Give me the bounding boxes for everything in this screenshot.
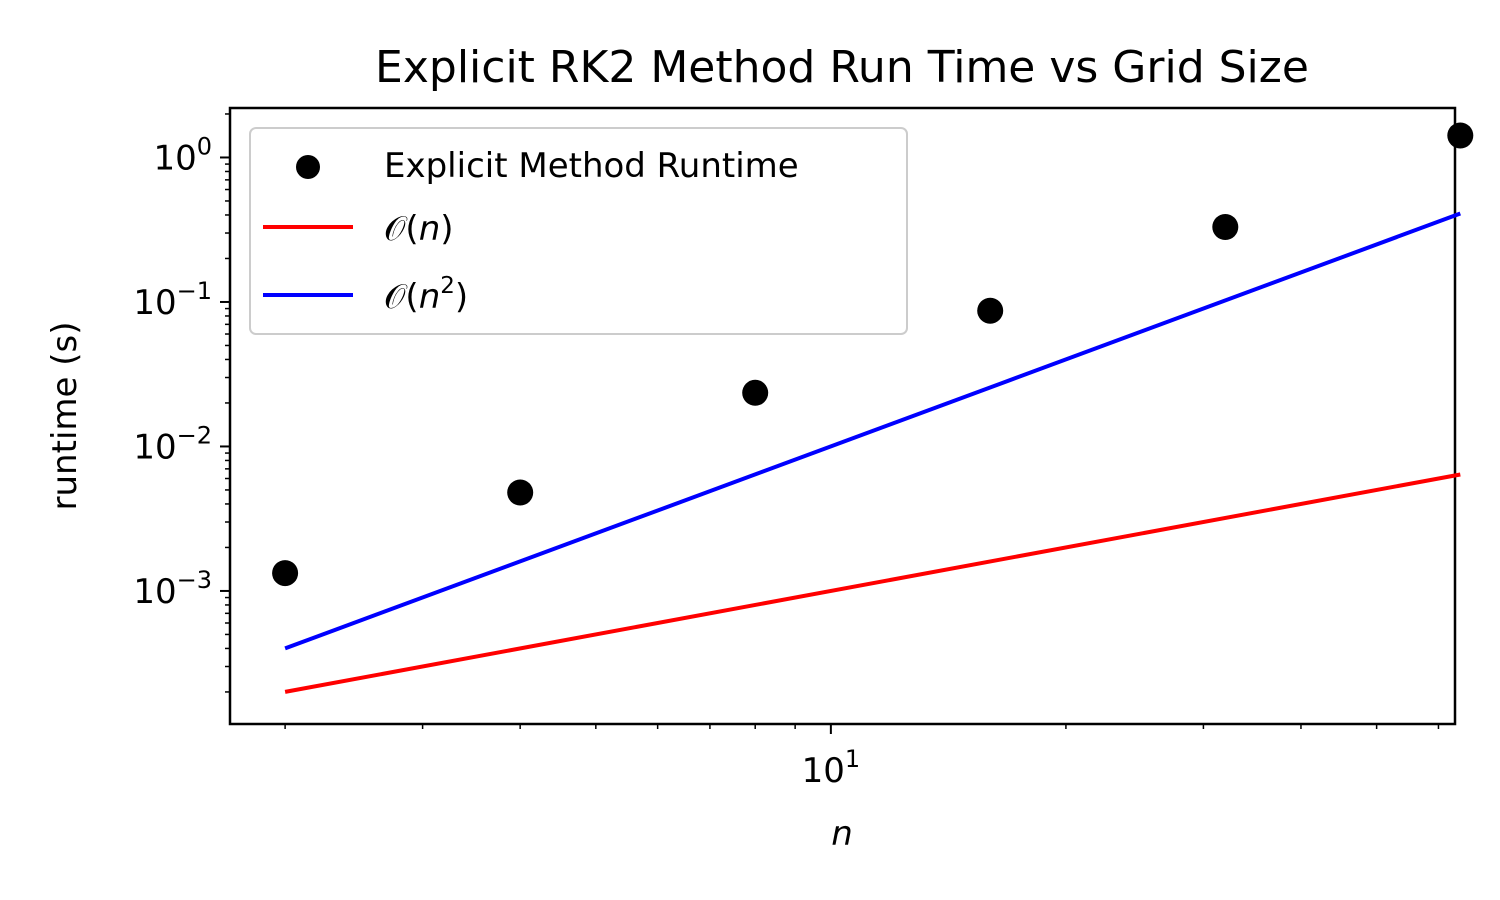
x-axis-ticks: 101 (284, 724, 1440, 791)
y-tick-label: 100 (153, 132, 212, 178)
x-tick-label: 101 (802, 745, 861, 791)
scatter-point (272, 560, 299, 587)
legend-label-runtime: Explicit Method Runtime (384, 146, 799, 186)
series-line-2 (284, 211, 1461, 651)
scatter-point (507, 479, 534, 506)
legend-label-quadratic: 𝒪(n2) (384, 273, 468, 317)
series-line-1 (284, 472, 1461, 694)
y-tick-label: 10−2 (133, 421, 212, 467)
legend-label-linear: 𝒪(n) (384, 209, 454, 249)
y-axis-label: runtime (s) (45, 322, 85, 511)
y-axis-ticks: 10−3 10−2 10−1 100 (133, 113, 230, 693)
plot-frame (228, 106, 1457, 726)
scatter-point (1447, 122, 1474, 149)
scatter-point (742, 379, 769, 406)
x-axis-label: n (831, 814, 853, 854)
legend-frame (249, 127, 908, 335)
chart-marks (272, 122, 1474, 694)
y-tick-label: 10−3 (133, 566, 212, 612)
y-tick-label: 10−1 (133, 277, 212, 323)
legend-marker-runtime (296, 155, 320, 179)
legend: Explicit Method Runtime 𝒪(n) 𝒪(n2) (249, 127, 908, 335)
chart-title: Explicit RK2 Method Run Time vs Grid Siz… (375, 42, 1309, 93)
plot-area (228, 106, 1457, 726)
scatter-point (977, 297, 1004, 324)
scatter-point (1212, 214, 1239, 240)
